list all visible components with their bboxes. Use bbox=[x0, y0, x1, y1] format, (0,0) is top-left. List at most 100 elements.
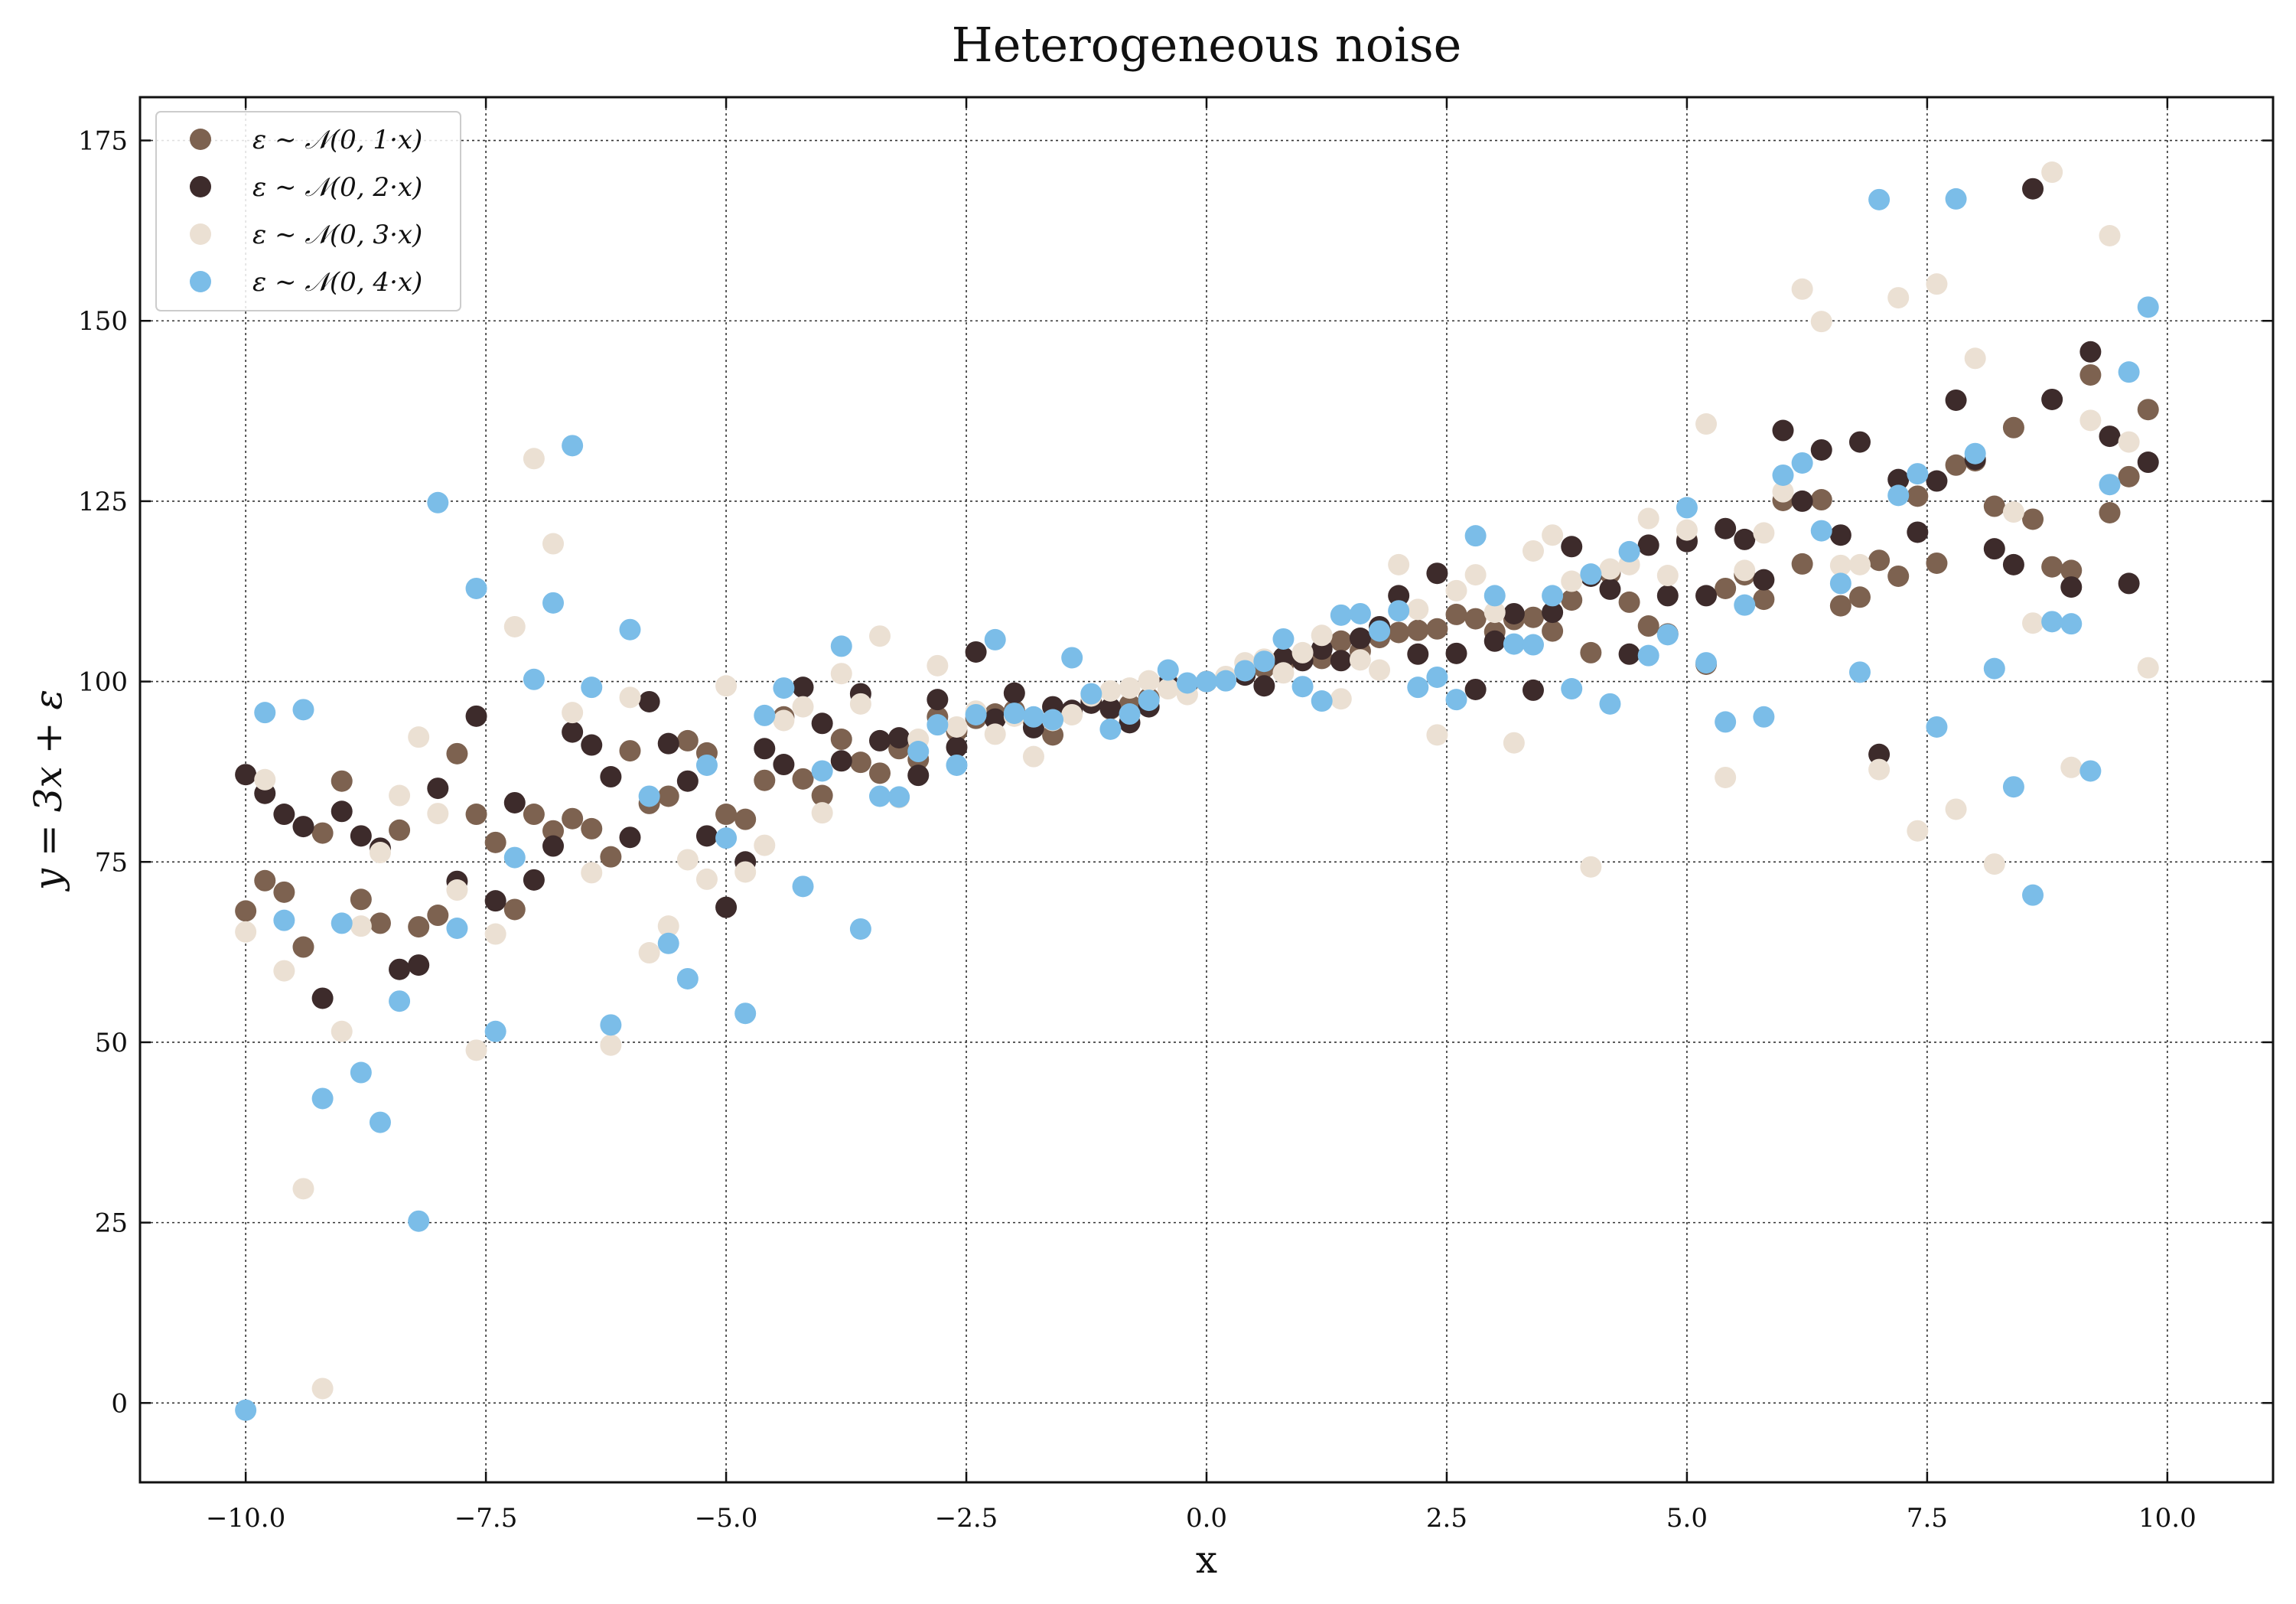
data-point bbox=[1753, 522, 1775, 544]
data-point bbox=[292, 1178, 314, 1200]
data-point bbox=[600, 1034, 622, 1056]
data-point bbox=[1926, 552, 1948, 574]
data-point bbox=[1503, 602, 1525, 624]
data-point bbox=[811, 802, 833, 824]
data-point bbox=[1464, 608, 1487, 630]
data-point bbox=[965, 703, 987, 725]
data-point bbox=[2137, 296, 2159, 318]
data-point bbox=[1388, 621, 1410, 644]
data-point bbox=[1099, 680, 1122, 702]
data-point bbox=[619, 826, 641, 849]
data-point bbox=[1618, 591, 1640, 613]
data-point bbox=[600, 766, 622, 788]
data-point bbox=[2118, 465, 2140, 487]
data-point bbox=[1330, 630, 1352, 652]
data-point bbox=[1483, 585, 1506, 607]
data-point bbox=[1272, 647, 1295, 669]
data-point bbox=[2079, 341, 2102, 363]
data-point bbox=[465, 1039, 487, 1061]
data-point bbox=[1426, 724, 1448, 746]
data-point bbox=[695, 825, 718, 847]
data-point bbox=[1848, 553, 1871, 575]
data-point bbox=[1810, 520, 1832, 542]
data-point bbox=[830, 750, 852, 772]
data-point bbox=[273, 909, 295, 931]
data-point bbox=[1369, 620, 1391, 642]
data-point bbox=[1483, 602, 1506, 624]
data-point bbox=[1772, 419, 1794, 442]
data-point bbox=[1445, 642, 1467, 664]
x-tick-label: −7.5 bbox=[454, 1503, 518, 1534]
data-point bbox=[1907, 463, 1929, 485]
data-point bbox=[1407, 598, 1429, 621]
data-point bbox=[1983, 538, 2005, 560]
data-point bbox=[311, 822, 334, 844]
legend-label: ε ∼ 𝒩(0, 4·x) bbox=[252, 267, 422, 298]
data-point bbox=[946, 736, 968, 758]
data-point bbox=[619, 740, 641, 762]
data-point bbox=[1887, 468, 1910, 491]
y-tick-label: 75 bbox=[95, 847, 128, 878]
data-point bbox=[1848, 586, 1871, 608]
data-point bbox=[676, 967, 699, 989]
data-point bbox=[1291, 641, 1314, 663]
data-point bbox=[1715, 766, 1737, 788]
data-point bbox=[542, 835, 565, 857]
data-point bbox=[1926, 470, 1948, 492]
data-point bbox=[542, 820, 565, 842]
data-point bbox=[907, 741, 930, 763]
x-tick-label: 5.0 bbox=[1666, 1503, 1708, 1534]
data-point bbox=[1542, 620, 1564, 642]
data-point bbox=[427, 905, 449, 927]
data-point bbox=[1042, 709, 1064, 731]
data-point bbox=[2118, 361, 2140, 383]
data-point bbox=[1407, 619, 1429, 641]
data-point bbox=[235, 921, 257, 943]
data-point bbox=[1829, 524, 1851, 546]
data-point bbox=[1772, 464, 1794, 486]
y-tick-label: 125 bbox=[78, 487, 128, 517]
data-point bbox=[1542, 585, 1564, 607]
x-tick-label: 0.0 bbox=[1186, 1503, 1227, 1534]
data-point bbox=[1791, 553, 1813, 575]
data-point bbox=[542, 592, 565, 614]
data-point bbox=[1907, 485, 1929, 507]
data-point bbox=[542, 533, 565, 555]
data-point bbox=[523, 804, 545, 826]
data-point bbox=[869, 785, 891, 807]
data-point bbox=[2041, 556, 2063, 578]
data-point bbox=[849, 751, 871, 774]
data-point bbox=[600, 846, 622, 868]
data-point bbox=[1253, 675, 1275, 697]
data-point bbox=[1215, 670, 1237, 692]
series-2 bbox=[235, 178, 2159, 1009]
data-point bbox=[1022, 706, 1044, 728]
data-point bbox=[292, 816, 314, 838]
data-point bbox=[792, 768, 814, 790]
data-point bbox=[792, 696, 814, 718]
data-point bbox=[927, 689, 949, 711]
data-point bbox=[292, 699, 314, 721]
data-point bbox=[581, 817, 603, 839]
x-tick-label: −10.0 bbox=[206, 1503, 285, 1534]
data-point bbox=[1522, 540, 1544, 562]
data-point bbox=[1157, 659, 1179, 681]
data-point bbox=[1330, 604, 1352, 626]
data-point bbox=[888, 786, 910, 808]
data-point bbox=[676, 849, 699, 871]
data-point bbox=[446, 742, 468, 765]
data-point bbox=[1464, 678, 1487, 700]
data-point bbox=[1311, 624, 1333, 647]
data-point bbox=[1330, 688, 1352, 710]
data-point bbox=[2099, 474, 2121, 496]
data-point bbox=[484, 923, 506, 945]
data-point bbox=[773, 754, 795, 776]
data-point bbox=[1599, 558, 1621, 580]
x-tick-labels: −10.0 −7.5 −5.0 −2.5 0.0 2.5 5.0 7.5 10.0 bbox=[206, 1503, 2197, 1534]
data-point bbox=[2060, 576, 2083, 598]
data-point bbox=[888, 727, 910, 749]
data-point bbox=[235, 1399, 257, 1421]
data-point bbox=[1349, 602, 1371, 624]
data-point bbox=[754, 704, 776, 726]
